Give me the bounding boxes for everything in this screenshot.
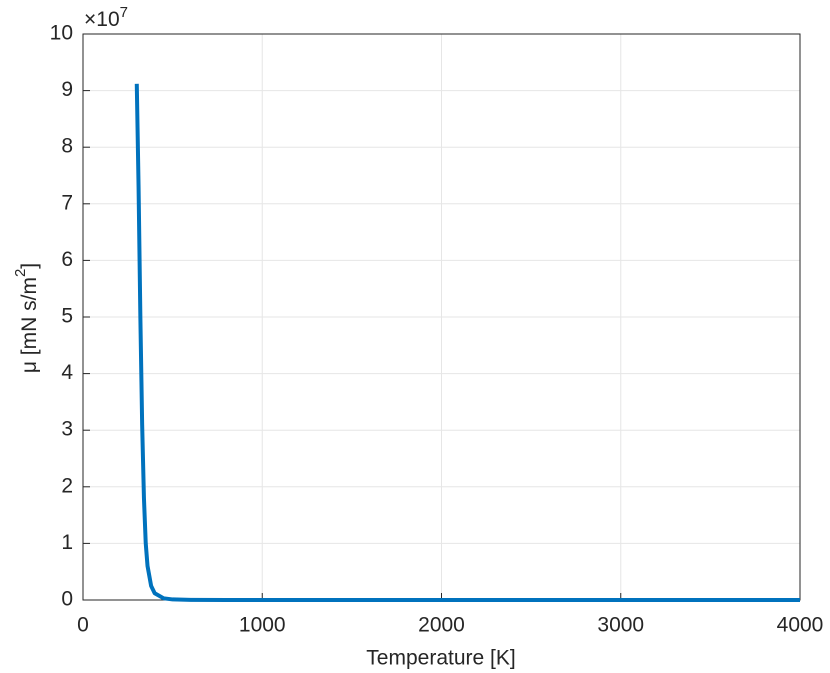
y-multiplier: ×107 — [84, 4, 128, 31]
y-tick-label: 8 — [61, 135, 73, 158]
x-tick-label: 4000 — [777, 614, 824, 637]
y-tick-label: 5 — [61, 305, 73, 328]
x-axis-label: Temperature [K] — [366, 647, 515, 670]
x-tick-label: 1000 — [239, 614, 286, 637]
y-tick-label: 1 — [61, 531, 73, 554]
data-line — [134, 83, 800, 602]
y-tick-label: 2 — [61, 474, 73, 497]
y-axis-label: μ [mN s/m2] — [12, 263, 41, 373]
y-multiplier-base: ×10 — [84, 8, 120, 31]
y-axis-label-text: μ [mN s/m2] — [12, 263, 41, 373]
y-label-sup: 2 — [12, 269, 29, 277]
y-multiplier-exponent: 7 — [120, 4, 128, 21]
y-tick-label: 7 — [61, 191, 73, 214]
y-tick-label: 4 — [61, 361, 73, 384]
y-tick-label: 6 — [61, 248, 73, 271]
y-tick-label: 10 — [50, 22, 73, 45]
x-tick-label: 0 — [77, 614, 89, 637]
y-label-end: ] — [18, 263, 41, 269]
x-tick-label: 3000 — [597, 614, 644, 637]
y-tick-label: 0 — [61, 588, 73, 611]
x-tick-label: 2000 — [418, 614, 465, 637]
y-tick-label: 9 — [61, 78, 73, 101]
y-tick-label: 3 — [61, 418, 73, 441]
y-label-main: μ [mN s/m — [18, 277, 41, 373]
